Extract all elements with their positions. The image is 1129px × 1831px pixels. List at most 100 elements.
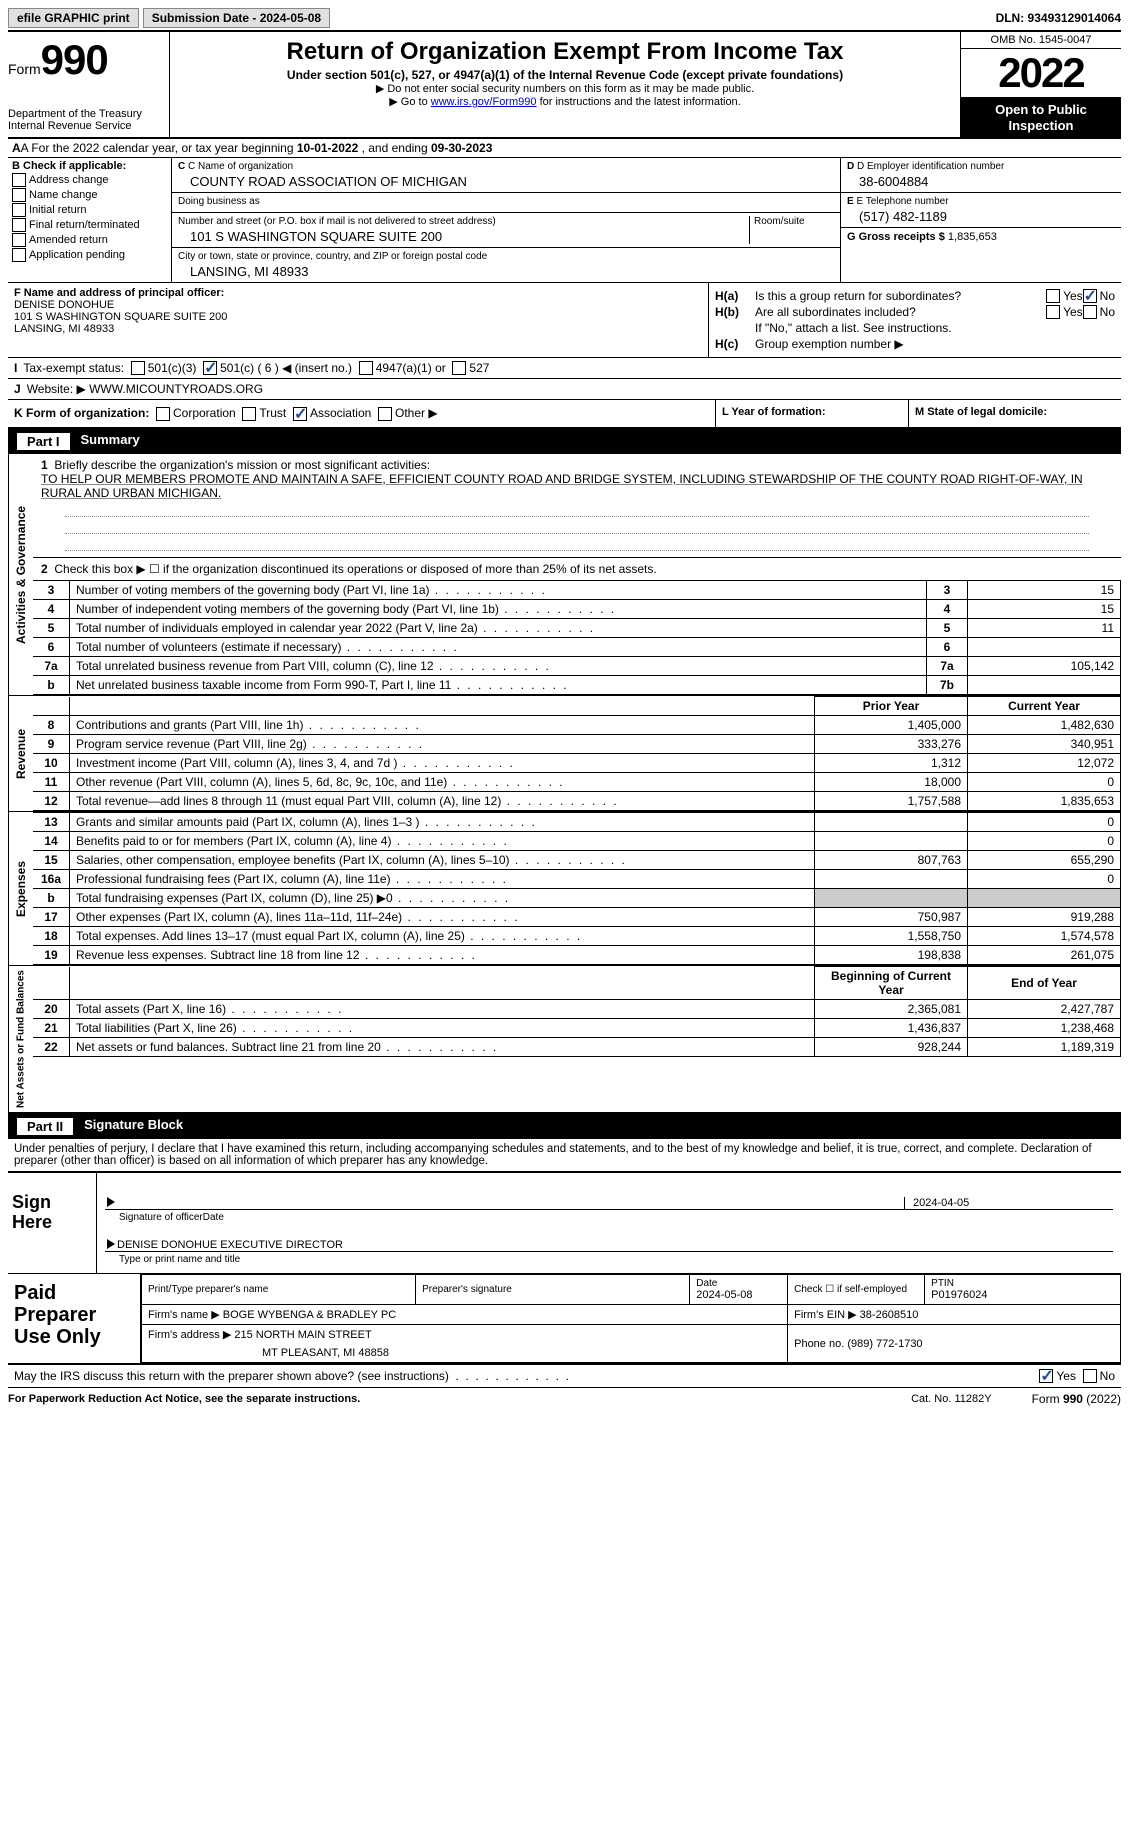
phone-value: (517) 482-1189 — [847, 207, 1115, 224]
row-j-website: J Website: ▶ WWW.MICOUNTYROADS.ORG — [8, 379, 1121, 400]
firm-name: BOGE WYBENGA & BRADLEY PC — [223, 1309, 396, 1321]
netassets-table: Beginning of Current YearEnd of Year 20T… — [33, 966, 1121, 1057]
top-toolbar: efile GRAPHIC print Submission Date - 20… — [8, 8, 1121, 32]
vtab-revenue: Revenue — [8, 696, 33, 811]
expenses-group: Expenses 13Grants and similar amounts pa… — [8, 812, 1121, 966]
col-c-org-info: C C Name of organization COUNTY ROAD ASS… — [172, 158, 840, 282]
dln-text: DLN: 93493129014064 — [996, 11, 1121, 25]
chk-discuss-no[interactable] — [1083, 1369, 1097, 1383]
submission-date-button[interactable]: Submission Date - 2024-05-08 — [143, 8, 330, 28]
col-m-state: M State of legal domicile: — [909, 400, 1121, 427]
chk-527[interactable] — [452, 361, 466, 375]
header-center: Return of Organization Exempt From Incom… — [170, 32, 960, 137]
firm-phone: (989) 772-1730 — [847, 1338, 922, 1350]
triangle-icon — [107, 1239, 115, 1249]
form-header: Form990 Department of the Treasury Inter… — [8, 32, 1121, 139]
table-row: 19Revenue less expenses. Subtract line 1… — [33, 946, 1121, 965]
officer-name-title: DENISE DONOHUE EXECUTIVE DIRECTOR — [117, 1239, 1113, 1251]
table-row: 22Net assets or fund balances. Subtract … — [33, 1038, 1121, 1057]
col-b-checkboxes: B Check if applicable: Address change Na… — [8, 158, 172, 282]
row-i-tax-status: I Tax-exempt status: 501(c)(3) 501(c) ( … — [8, 358, 1121, 379]
table-row: 20Total assets (Part X, line 16)2,365,08… — [33, 1000, 1121, 1019]
chk-initial-return[interactable] — [12, 203, 26, 217]
chk-trust[interactable] — [242, 407, 256, 421]
table-row: 15Salaries, other compensation, employee… — [33, 851, 1121, 870]
tax-year: 2022 — [961, 49, 1121, 98]
irs-link[interactable]: www.irs.gov/Form990 — [431, 96, 537, 108]
dept-treasury: Department of the Treasury — [8, 108, 163, 120]
chk-discuss-yes[interactable] — [1039, 1369, 1053, 1383]
part1-header: Part I Summary — [8, 429, 1121, 454]
chk-hb-yes[interactable] — [1046, 305, 1060, 319]
dba-value — [178, 207, 834, 209]
expenses-table: 13Grants and similar amounts paid (Part … — [33, 812, 1121, 965]
note-ssn: ▶ Do not enter social security numbers o… — [178, 82, 952, 95]
chk-4947[interactable] — [359, 361, 373, 375]
chk-assoc[interactable] — [293, 407, 307, 421]
col-h-group: H(a) Is this a group return for subordin… — [709, 283, 1121, 357]
netassets-group: Net Assets or Fund Balances Beginning of… — [8, 966, 1121, 1114]
table-row: 3Number of voting members of the governi… — [33, 581, 1121, 600]
table-row: 11Other revenue (Part VIII, column (A), … — [33, 773, 1121, 792]
gross-receipts: 1,835,653 — [948, 231, 997, 243]
chk-app-pending[interactable] — [12, 248, 26, 262]
table-row: bNet unrelated business taxable income f… — [33, 676, 1121, 695]
street-address: 101 S WASHINGTON SQUARE SUITE 200 — [178, 227, 745, 244]
chk-name-change[interactable] — [12, 188, 26, 202]
sign-here-row: Sign Here 2024-04-05 Signature of office… — [8, 1173, 1121, 1274]
line2-check: 2 Check this box ▶ ☐ if the organization… — [33, 558, 1121, 580]
section-bcde: B Check if applicable: Address change Na… — [8, 158, 1121, 283]
table-row: 16aProfessional fundraising fees (Part I… — [33, 870, 1121, 889]
chk-other[interactable] — [378, 407, 392, 421]
note-goto: ▶ Go to www.irs.gov/Form990 for instruct… — [178, 95, 952, 108]
mission-text: TO HELP OUR MEMBERS PROMOTE AND MAINTAIN… — [41, 472, 1083, 500]
firm-addr1: 215 NORTH MAIN STREET — [234, 1329, 371, 1341]
row-a-tax-year: AA For the 2022 calendar year, or tax ye… — [8, 139, 1121, 158]
header-left: Form990 Department of the Treasury Inter… — [8, 32, 170, 137]
paid-preparer-table: Print/Type preparer's name Preparer's si… — [141, 1274, 1121, 1363]
form-subtitle: Under section 501(c), 527, or 4947(a)(1)… — [178, 68, 952, 82]
sign-date: 2024-04-05 — [904, 1197, 1113, 1209]
signature-field[interactable] — [117, 1197, 904, 1209]
chk-ha-no[interactable] — [1083, 289, 1097, 303]
chk-501c[interactable] — [203, 361, 217, 375]
col-l-year: L Year of formation: — [716, 400, 909, 427]
vtab-netassets: Net Assets or Fund Balances — [8, 966, 33, 1112]
section-klm: K Form of organization: Corporation Trus… — [8, 400, 1121, 429]
ein-value: 38-6004884 — [847, 172, 1115, 189]
table-row: 5Total number of individuals employed in… — [33, 619, 1121, 638]
open-inspection: Open to Public Inspection — [961, 98, 1121, 137]
officer-addr1: 101 S WASHINGTON SQUARE SUITE 200 — [14, 311, 702, 323]
officer-name: DENISE DONOHUE — [14, 299, 702, 311]
website-value: WWW.MICOUNTYROADS.ORG — [89, 382, 263, 396]
table-row: 9Program service revenue (Part VIII, lin… — [33, 735, 1121, 754]
org-name: COUNTY ROAD ASSOCIATION OF MICHIGAN — [178, 172, 834, 189]
table-row: 12Total revenue—add lines 8 through 11 (… — [33, 792, 1121, 811]
chk-corp[interactable] — [156, 407, 170, 421]
table-row: 7aTotal unrelated business revenue from … — [33, 657, 1121, 676]
efile-button[interactable]: efile GRAPHIC print — [8, 8, 139, 28]
col-k-form-org: K Form of organization: Corporation Trus… — [8, 400, 716, 427]
may-discuss-row: May the IRS discuss this return with the… — [8, 1365, 1121, 1388]
table-row: 21Total liabilities (Part X, line 26)1,4… — [33, 1019, 1121, 1038]
chk-hb-no[interactable] — [1083, 305, 1097, 319]
chk-ha-yes[interactable] — [1046, 289, 1060, 303]
part2-header: Part II Signature Block — [8, 1114, 1121, 1139]
form-title: Return of Organization Exempt From Incom… — [178, 38, 952, 66]
chk-501c3[interactable] — [131, 361, 145, 375]
chk-final-return[interactable] — [12, 218, 26, 232]
section-fh: F Name and address of principal officer:… — [8, 283, 1121, 358]
col-de: D D Employer identification number 38-60… — [840, 158, 1121, 282]
mission-block: 1 Briefly describe the organization's mi… — [33, 454, 1121, 558]
chk-amended[interactable] — [12, 233, 26, 247]
footer-right: Form 990 (2022) — [1032, 1392, 1121, 1406]
officer-addr2: LANSING, MI 48933 — [14, 323, 702, 335]
firm-addr2: MT PLEASANT, MI 48858 — [142, 1344, 788, 1363]
table-row: 13Grants and similar amounts paid (Part … — [33, 813, 1121, 832]
revenue-group: Revenue Prior YearCurrent Year 8Contribu… — [8, 696, 1121, 812]
chk-address-change[interactable] — [12, 173, 26, 187]
triangle-icon — [107, 1197, 115, 1207]
table-row: bTotal fundraising expenses (Part IX, co… — [33, 889, 1121, 908]
table-row: 14Benefits paid to or for members (Part … — [33, 832, 1121, 851]
table-row: 18Total expenses. Add lines 13–17 (must … — [33, 927, 1121, 946]
